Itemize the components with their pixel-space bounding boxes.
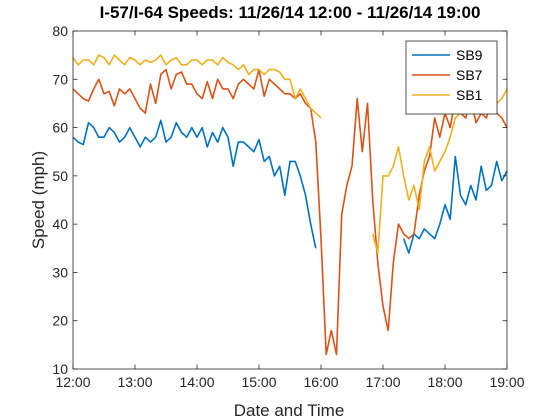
x-tick-label: 16:00 xyxy=(303,374,338,390)
series-line-sb9 xyxy=(72,119,508,254)
y-tick-label: 80 xyxy=(52,23,68,39)
y-tick-label: 40 xyxy=(52,216,68,232)
x-tick-label: 12:00 xyxy=(55,374,90,390)
y-tick-label: 20 xyxy=(52,313,68,329)
series-line-sb7 xyxy=(72,68,508,356)
y-tick-label: 10 xyxy=(52,361,68,377)
y-tick-label: 50 xyxy=(52,168,68,184)
x-tick-label: 19:00 xyxy=(489,374,524,390)
y-tick-label: 60 xyxy=(52,120,68,136)
legend-label-sb9: SB9 xyxy=(456,47,483,63)
plot-frame xyxy=(72,30,508,370)
x-tick-label: 13:00 xyxy=(117,374,152,390)
legend: SB9 SB7 SB1 xyxy=(405,40,498,115)
y-axis-label: Speed (mph) xyxy=(29,151,48,249)
y-tick-label: 30 xyxy=(52,264,68,280)
x-tick-label: 18:00 xyxy=(427,374,462,390)
series-layer xyxy=(72,54,508,356)
x-tick-label: 17:00 xyxy=(365,374,400,390)
x-axis-label: Date and Time xyxy=(234,401,345,420)
legend-label-sb7: SB7 xyxy=(456,67,483,83)
legend-box xyxy=(405,40,498,115)
x-tick-label: 15:00 xyxy=(241,374,276,390)
chart-title: I-57/I-64 Speeds: 11/26/14 12:00 - 11/26… xyxy=(100,3,481,22)
x-tick-label: 14:00 xyxy=(179,374,214,390)
legend-label-sb1: SB1 xyxy=(456,87,483,103)
y-tick-label: 70 xyxy=(52,71,68,87)
axes-layer: 12:00 13:00 14:00 15:00 16:00 17:00 18:00 19:00… xyxy=(52,23,524,390)
